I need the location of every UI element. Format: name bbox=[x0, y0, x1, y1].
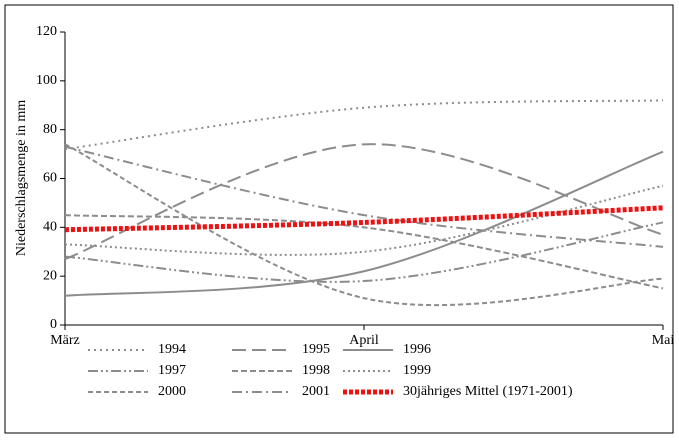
y-tick-label: 100 bbox=[36, 73, 57, 88]
line-series bbox=[64, 214, 664, 290]
line-series bbox=[64, 145, 664, 248]
y-tick-label: 0 bbox=[50, 317, 57, 332]
legend-label: 1995 bbox=[302, 342, 330, 357]
line-series bbox=[64, 99, 664, 151]
line-series bbox=[64, 221, 664, 283]
legend-label: 1994 bbox=[158, 342, 186, 357]
y-tick-label: 80 bbox=[43, 122, 57, 137]
legend-label: 2000 bbox=[158, 384, 186, 399]
y-tick-label: 120 bbox=[36, 24, 57, 39]
legend-label: 1997 bbox=[158, 363, 186, 378]
y-axis-label: Niederschlagsmenge in mm bbox=[14, 100, 29, 256]
y-tick-label: 20 bbox=[43, 268, 57, 283]
legend-label: 30jähriges Mittel (1971-2001) bbox=[403, 384, 573, 399]
legend-label: 1999 bbox=[403, 363, 431, 378]
y-tick-label: 40 bbox=[43, 220, 57, 235]
x-tick-label: April bbox=[349, 333, 379, 348]
x-tick-label: März bbox=[50, 333, 80, 348]
line-series bbox=[64, 184, 664, 256]
line-series bbox=[64, 143, 664, 261]
legend-label: 1998 bbox=[302, 363, 330, 378]
line-series bbox=[64, 205, 664, 233]
legend-label: 2001 bbox=[302, 384, 330, 399]
y-tick-label: 60 bbox=[43, 171, 57, 186]
line-series bbox=[64, 143, 664, 307]
legend-label: 1996 bbox=[403, 342, 431, 357]
x-tick-label: Mai bbox=[652, 333, 675, 348]
chart-frame bbox=[4, 4, 674, 434]
line-series bbox=[64, 150, 664, 297]
